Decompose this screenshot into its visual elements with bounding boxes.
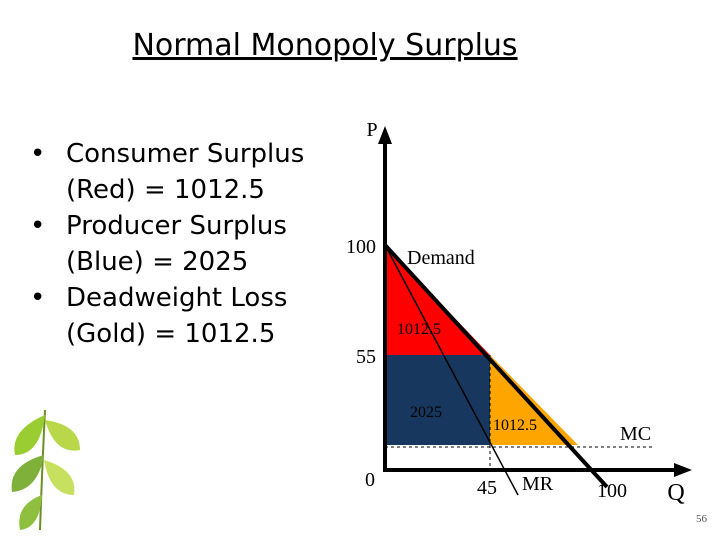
area-label: 1012.5 — [493, 417, 537, 434]
demand-label: Demand — [407, 247, 475, 269]
mr-curve — [384, 244, 519, 496]
bullet-list: Consumer Surplus (Red) = 1012.5 Producer… — [22, 136, 336, 352]
bullet: Deadweight Loss (Gold) = 1012.5 — [30, 280, 336, 352]
y-axis-label: P — [366, 119, 377, 141]
bullet: Producer Surplus (Blue) = 2025 — [30, 208, 336, 280]
producer-surplus-area — [385, 355, 490, 445]
x-axis-label: Q — [667, 480, 684, 506]
area-label: 2025 — [410, 404, 442, 421]
x-label: 45 — [477, 477, 497, 499]
leaf-decoration — [11, 409, 80, 531]
slide-title: Normal Monopoly Surplus — [132, 28, 518, 63]
demand-curve — [383, 243, 609, 489]
deadweight-loss-area — [490, 355, 578, 445]
y-label: 0 — [365, 469, 375, 491]
area-label: 1012.5 — [397, 321, 441, 338]
mr-label: MR — [522, 473, 554, 495]
bullet: Consumer Surplus (Red) = 1012.5 — [30, 136, 336, 208]
y-axis-arrow — [378, 126, 392, 144]
page-number: 56 — [696, 513, 708, 525]
x-label: 100 — [597, 480, 627, 502]
y-label: 55 — [356, 346, 376, 368]
y-label: 100 — [346, 236, 376, 258]
mc-label: MC — [620, 423, 651, 445]
x-axis-arrow — [674, 463, 692, 477]
